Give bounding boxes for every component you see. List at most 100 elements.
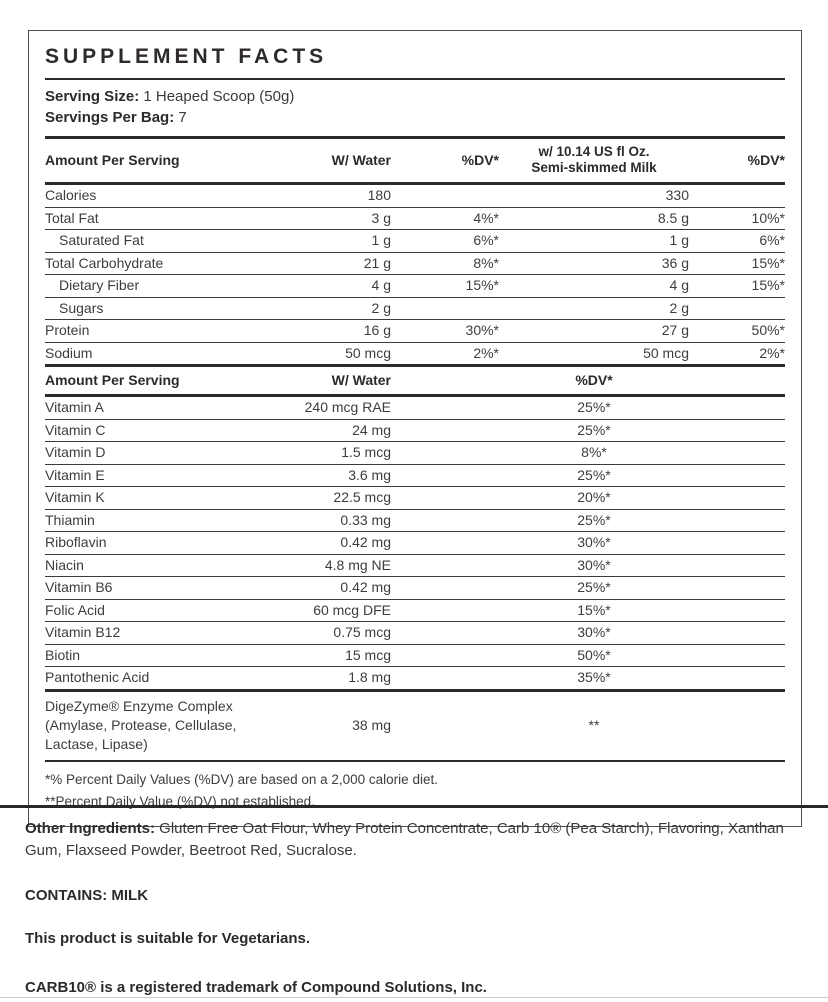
nutrient-name: Vitamin C	[45, 421, 106, 438]
water-dv: 25%*	[577, 579, 611, 595]
nutrient-name: Folic Acid	[45, 601, 105, 618]
table-row: Riboflavin 0.42 mg 30%*	[45, 532, 785, 555]
enzyme-complex-name: DigeZyme® Enzyme Complex (Amylase, Prote…	[45, 697, 274, 754]
water-amount: 4.8 mg NE	[324, 556, 391, 573]
table-row: Sodium 50 mcg 2%* 50 mcg 2%*	[45, 343, 785, 365]
table-row: Biotin 15 mcg 50%*	[45, 645, 785, 667]
nutrient-name: Calories	[45, 187, 97, 203]
enzyme-complex-line3: Lactase, Lipase)	[45, 735, 148, 752]
milk-dv: 6%*	[759, 232, 785, 248]
nutrient-name: Vitamin B12	[45, 624, 121, 640]
water-dv: 15%*	[577, 601, 611, 618]
nutrient-name: Vitamin A	[45, 399, 104, 415]
enzyme-complex-row: DigeZyme® Enzyme Complex (Amylase, Prote…	[45, 688, 785, 762]
table1-header-water: W/ Water	[331, 152, 391, 168]
milk-amount: 2 g	[669, 299, 689, 316]
enzyme-complex-line2: (Amylase, Protease, Cellulase,	[45, 716, 237, 733]
milk-dv: 50%*	[751, 322, 785, 338]
facts-title: SUPPLEMENT FACTS	[45, 45, 328, 68]
table2-header-water: W/ Water	[331, 372, 391, 388]
trademark-carb10: CARB10® is a registered trademark of Com…	[25, 979, 487, 996]
servings-per-bag-label: Servings Per Bag:	[45, 109, 175, 126]
table-row: Vitamin B12 0.75 mcg 30%*	[45, 622, 785, 645]
servings-per-bag-value: 7	[174, 109, 187, 126]
nutrient-name: Total Fat	[45, 209, 99, 226]
water-amount: 0.75 mcg	[333, 624, 391, 640]
water-dv: 30%*	[577, 556, 611, 573]
serving-size-row: Serving Size: 1 Heaped Scoop (50g)	[45, 86, 785, 107]
vegetarian-statement: This product is suitable for Vegetarians…	[25, 930, 311, 947]
supplement-facts-box: SUPPLEMENT FACTS Serving Size: 1 Heaped …	[28, 30, 802, 827]
nutrient-name: Vitamin E	[45, 466, 105, 483]
bottom-divider	[0, 997, 828, 998]
water-amount: 0.42 mg	[340, 534, 391, 550]
water-amount: 2 g	[371, 299, 391, 316]
table-row: Saturated Fat 1 g 6%* 1 g 6%*	[45, 230, 785, 253]
water-dv: 8%*	[581, 444, 607, 460]
nutrient-name: Saturated Fat	[59, 232, 144, 248]
table-row: Vitamin C 24 mg 25%*	[45, 420, 785, 442]
water-amount: 21 g	[363, 254, 391, 271]
table2-rows: Vitamin A 240 mcg RAE 25%* Vitamin C 24 …	[45, 397, 785, 689]
title-divider	[45, 78, 785, 80]
water-dv: 50%*	[577, 646, 611, 663]
water-amount: 50 mcg	[345, 344, 391, 361]
table-row: Niacin 4.8 mg NE 30%*	[45, 555, 785, 577]
water-amount: 1 g	[371, 232, 391, 248]
serving-size-label: Serving Size:	[45, 88, 140, 105]
table-row: Total Fat 3 g 4%* 8.5 g 10%*	[45, 208, 785, 230]
serving-size-value: 1 Heaped Scoop (50g)	[139, 88, 295, 105]
milk-amount: 36 g	[661, 254, 689, 271]
nutrient-name: Vitamin D	[45, 444, 106, 460]
table1-rows: Calories 180 330 Total Fat 3 g 4%* 8.5 g…	[45, 185, 785, 364]
water-amount: 3 g	[371, 209, 391, 226]
water-amount: 3.6 mg	[348, 466, 391, 483]
trademark-notes: CARB10® is a registered trademark of Com…	[25, 977, 803, 1002]
water-amount: 1.8 mg	[348, 669, 391, 685]
table2-header-amount: Amount Per Serving	[45, 372, 180, 388]
water-dv: 25%*	[577, 466, 611, 483]
nutrient-name: Pantothenic Acid	[45, 669, 150, 685]
table1-header-milk-line1: w/ 10.14 US fl Oz.	[538, 144, 650, 159]
water-dv: 30%*	[577, 534, 611, 550]
table2-header-dv: %DV*	[575, 372, 613, 388]
water-dv: 15%*	[465, 277, 499, 293]
water-amount: 22.5 mcg	[333, 489, 391, 505]
table-row: Vitamin B6 0.42 mg 25%*	[45, 577, 785, 600]
table-row: Vitamin A 240 mcg RAE 25%*	[45, 397, 785, 420]
nutrient-name: Niacin	[45, 556, 84, 573]
nutrient-name: Sugars	[59, 299, 104, 316]
nutrient-name: Riboflavin	[45, 534, 107, 550]
table2-header-row: Amount Per Serving W/ Water %DV*	[45, 364, 785, 397]
water-amount: 38 mg	[352, 716, 391, 733]
milk-amount: 4 g	[669, 277, 689, 293]
water-amount: 15 mcg	[345, 646, 391, 663]
water-dv: 25%*	[577, 511, 611, 528]
water-dv: 2%*	[473, 344, 499, 361]
table1-header-dv-water: %DV*	[461, 152, 499, 168]
table1-header-milk-line2: Semi-skimmed Milk	[531, 160, 657, 175]
footnote-dv-not-established: **Percent Daily Value (%DV) not establis…	[45, 793, 315, 809]
nutrient-name: Vitamin B6	[45, 579, 113, 595]
other-ingredients-value: Gluten Free Oat Flour, Whey Protein Conc…	[25, 820, 784, 859]
water-dv: **	[588, 716, 600, 733]
water-dv: 8%*	[473, 254, 499, 271]
milk-dv: 15%*	[751, 254, 785, 271]
nutrient-name: Protein	[45, 322, 90, 338]
water-amount: 60 mcg DFE	[313, 601, 391, 618]
milk-amount: 50 mcg	[643, 344, 689, 361]
footnotes: *% Percent Daily Values (%DV) are based …	[45, 762, 785, 826]
water-amount: 0.33 mg	[340, 511, 391, 528]
water-amount: 24 mg	[352, 421, 391, 438]
table1-header-amount: Amount Per Serving	[45, 152, 180, 168]
table-row: Thiamin 0.33 mg 25%*	[45, 510, 785, 532]
table-row: Vitamin K 22.5 mcg 20%*	[45, 487, 785, 510]
serving-info: Serving Size: 1 Heaped Scoop (50g) Servi…	[45, 80, 785, 139]
lower-section: Other Ingredients: Gluten Free Oat Flour…	[0, 800, 828, 1002]
nutrient-name: Sodium	[45, 344, 93, 361]
milk-dv: 10%*	[751, 209, 785, 226]
table-row: Sugars 2 g 2 g	[45, 298, 785, 320]
table-row: Total Carbohydrate 21 g 8%* 36 g 15%*	[45, 253, 785, 275]
nutrient-name: Biotin	[45, 646, 81, 663]
